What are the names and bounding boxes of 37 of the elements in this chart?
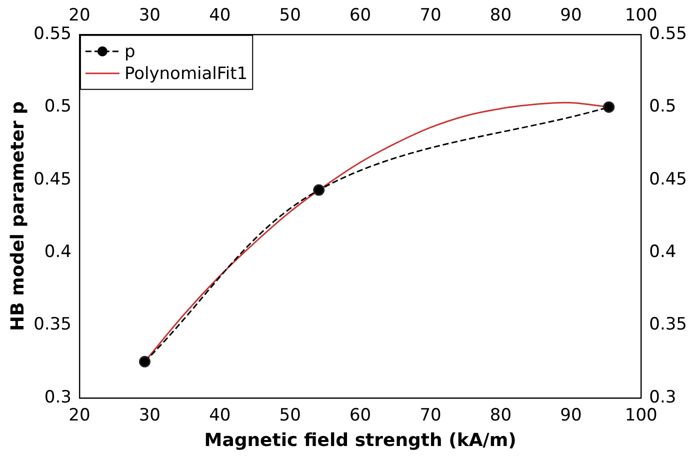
y-tick-label: 0.55 bbox=[34, 24, 72, 44]
point bbox=[139, 356, 150, 368]
legend-label: p bbox=[124, 42, 136, 62]
y-tick-label: 0.3 bbox=[44, 387, 72, 408]
point bbox=[313, 184, 325, 196]
x2-tick-label: 40 bbox=[209, 6, 231, 26]
x-tick-label: 100 bbox=[624, 406, 658, 426]
x2-tick-label: 60 bbox=[349, 6, 372, 26]
x-tick-label: 70 bbox=[420, 406, 442, 426]
x2-tick-label: 80 bbox=[490, 6, 512, 26]
y-tick-label: 0.5 bbox=[44, 96, 72, 117]
y2-tick-label: 0.45 bbox=[649, 169, 688, 190]
x-tick-label: 40 bbox=[209, 406, 231, 426]
x2-tick-label: 30 bbox=[138, 6, 160, 26]
x-tick-label: 80 bbox=[490, 406, 512, 426]
x-tick-label: 60 bbox=[349, 406, 372, 426]
x2-tick-label: 100 bbox=[624, 6, 658, 26]
x-axis-title: Magnetic field strength (kA/m) bbox=[204, 430, 516, 451]
point bbox=[603, 101, 615, 113]
y2-tick-label: 0.35 bbox=[649, 314, 688, 335]
y-axis-title: HB model parameter p bbox=[7, 101, 28, 331]
y-tick-label: 0.45 bbox=[34, 169, 72, 190]
x2-tick-label: 50 bbox=[279, 6, 301, 26]
y-tick-label: 0.35 bbox=[34, 314, 72, 335]
x2-tick-label: 20 bbox=[68, 6, 90, 26]
x-tick-label: 20 bbox=[68, 406, 90, 426]
y-tick-label: 0.4 bbox=[44, 242, 72, 262]
x-tick-label: 30 bbox=[138, 406, 160, 426]
x-tick-label: 50 bbox=[279, 406, 301, 426]
y2-tick-label: 0.3 bbox=[649, 387, 676, 408]
y2-tick-label: 0.55 bbox=[649, 24, 688, 44]
x2-tick-label: 90 bbox=[560, 6, 582, 26]
x-tick-label: 90 bbox=[560, 406, 582, 426]
y2-tick-label: 0.4 bbox=[649, 242, 676, 262]
legend-label: PolynomialFit1 bbox=[124, 64, 248, 84]
y2-tick-label: 0.5 bbox=[649, 96, 676, 117]
x2-tick-label: 70 bbox=[420, 6, 442, 26]
